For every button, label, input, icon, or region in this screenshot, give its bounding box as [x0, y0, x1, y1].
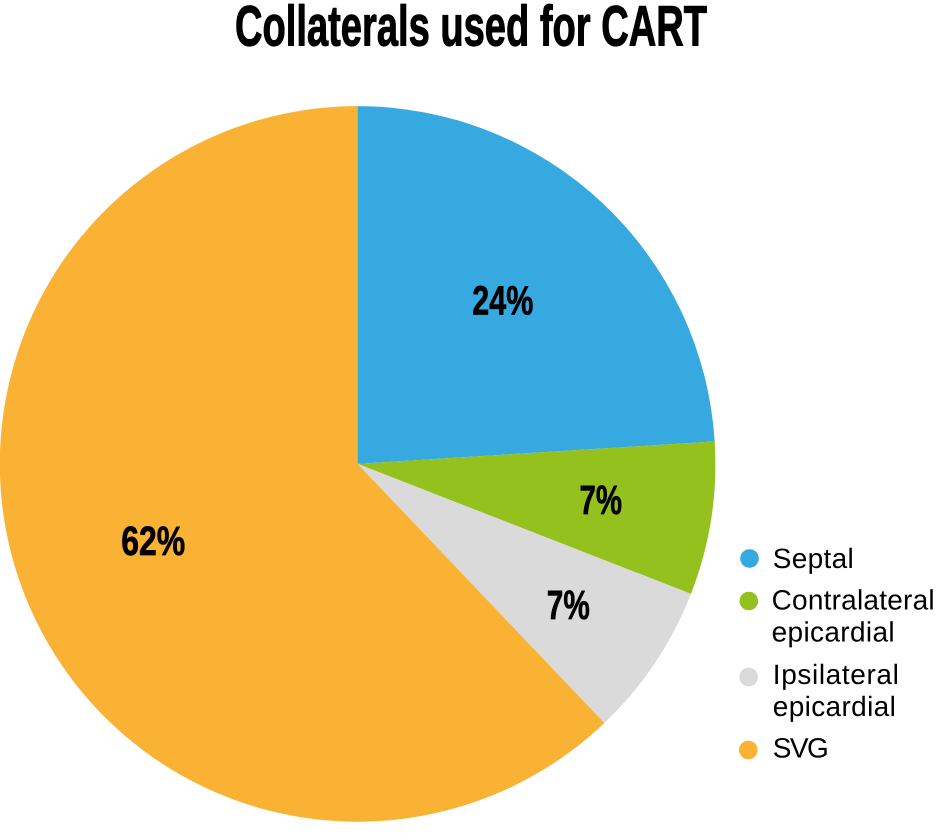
svg-text:7%: 7% — [580, 477, 623, 523]
svg-text:Ipsilateral: Ipsilateral — [773, 659, 899, 690]
svg-text:24%: 24% — [472, 278, 533, 324]
svg-text:Septal: Septal — [773, 543, 854, 574]
svg-text:epicardial: epicardial — [773, 691, 896, 722]
svg-text:Collaterals used for CART: Collaterals used for CART — [235, 0, 707, 58]
svg-text:Contralateral: Contralateral — [772, 584, 935, 615]
svg-text:SVG: SVG — [773, 732, 829, 763]
svg-text:epicardial: epicardial — [772, 617, 895, 648]
svg-text:7%: 7% — [547, 582, 590, 628]
svg-text:62%: 62% — [121, 518, 185, 564]
